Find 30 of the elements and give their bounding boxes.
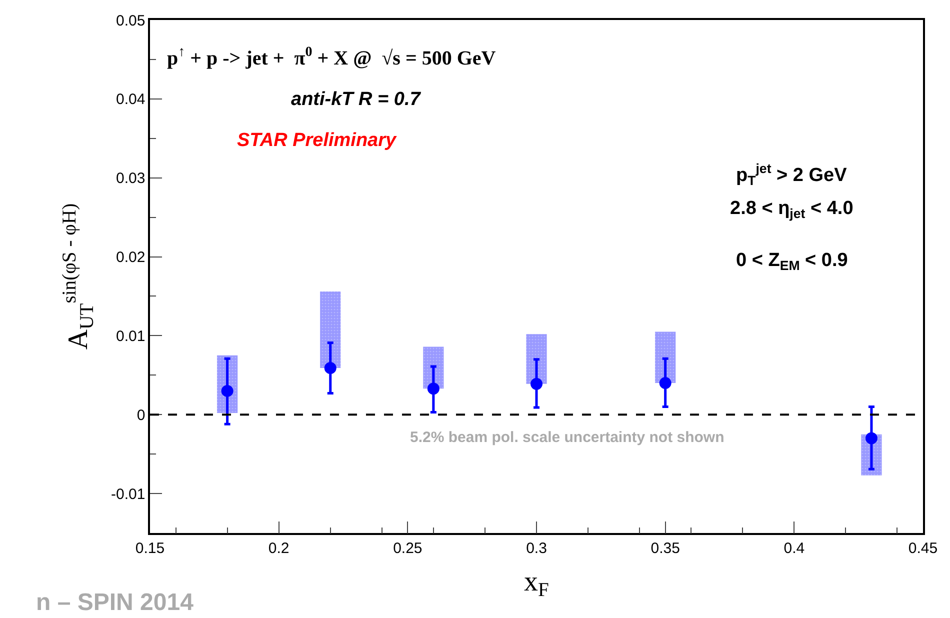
annotation: 0 < Z$_{EM}$ < 0.9 xyxy=(736,250,848,273)
annotation: p$^{↑}$ + p -> jet + π$^{0}$ + X @ √s = 500 GeV xyxy=(167,45,496,70)
annotation: 5.2% beam pol. scale uncertainty not shown xyxy=(410,429,724,446)
point xyxy=(221,384,234,397)
x-axis-title: x$_{F}$ xyxy=(524,566,550,602)
bar xyxy=(320,292,341,368)
point xyxy=(865,432,878,444)
x-tick-label: 0.4 xyxy=(784,540,805,557)
point xyxy=(324,362,336,374)
point xyxy=(427,382,440,395)
x-tick-label: 0.3 xyxy=(526,540,547,557)
x-tick-label: 0.15 xyxy=(135,540,165,557)
y-tick-label: 0.01 xyxy=(116,328,146,345)
y-tick-label: 0.05 xyxy=(116,12,146,30)
point xyxy=(530,378,542,390)
y-tick-label: 0.04 xyxy=(116,91,146,108)
y-tick-label: 0 xyxy=(136,406,146,424)
annotation: anti-kT R = 0.7 xyxy=(291,89,422,110)
y-tick-label: -0.01 xyxy=(111,486,146,503)
annotation: STAR Preliminary xyxy=(237,130,398,151)
annotation: 2.8 < η$_{jet}$ < 4.0 xyxy=(730,198,854,221)
text: n – SPIN 2014 xyxy=(36,589,194,616)
annotation: p$_{T}$$^{jet}$ > 2 GeV xyxy=(736,161,848,188)
y-tick-label: 0.03 xyxy=(116,170,146,188)
point xyxy=(659,377,672,390)
x-tick-label: 0.25 xyxy=(393,540,422,557)
y-tick-label: 0.02 xyxy=(116,249,146,266)
x-tick-label: 0.2 xyxy=(268,540,290,557)
x-tick-label: 0.45 xyxy=(908,540,938,557)
x-tick-label: 0.35 xyxy=(650,540,680,557)
